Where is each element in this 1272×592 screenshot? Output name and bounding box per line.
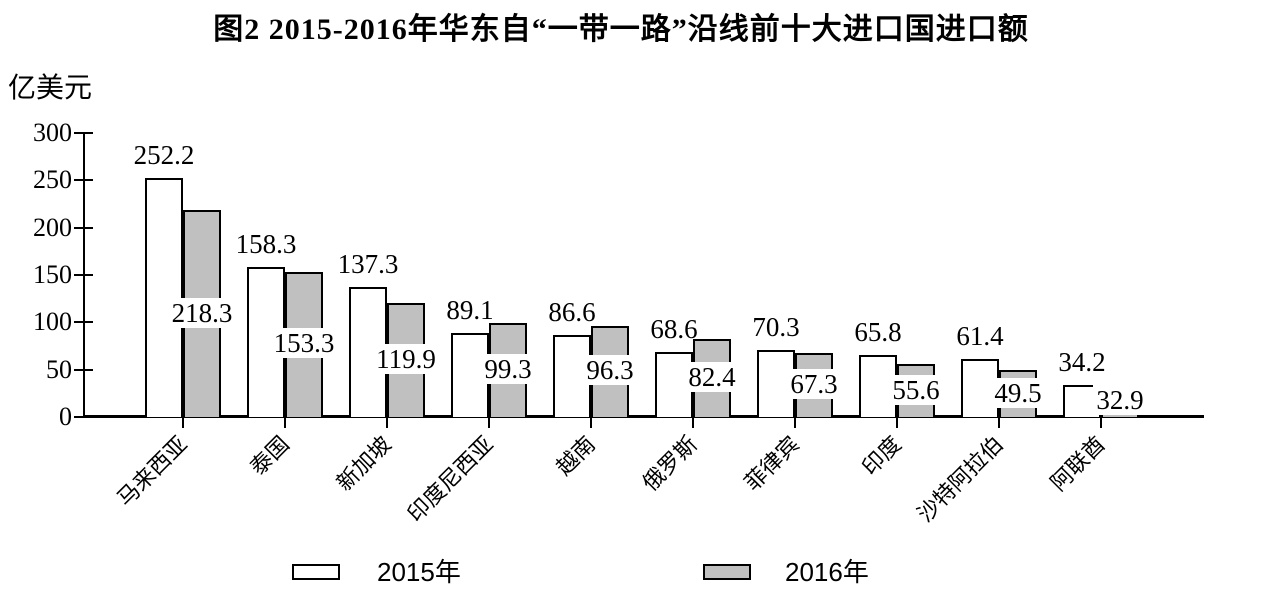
y-tick-mark bbox=[74, 226, 93, 229]
legend-swatch-2016 bbox=[703, 564, 751, 580]
y-tick-label: 50 bbox=[46, 354, 72, 384]
x-tick-mark bbox=[590, 417, 592, 428]
y-tick-label: 150 bbox=[33, 260, 72, 289]
bar-label-2016: 96.3 bbox=[560, 355, 660, 386]
bar-label-2015: 65.8 bbox=[854, 316, 902, 347]
y-tick-mark bbox=[74, 179, 93, 182]
x-tick-mark bbox=[182, 417, 184, 428]
bar-label-2016-text: 82.4 bbox=[685, 361, 739, 392]
bar-label-2015: 137.3 bbox=[337, 249, 399, 280]
y-axis-unit-label: 亿美元 bbox=[8, 73, 93, 104]
bar-label-2016: 32.9 bbox=[1070, 385, 1170, 416]
bar-label-2016-text: 32.9 bbox=[1093, 385, 1147, 416]
bar-label-2015: 68.6 bbox=[650, 314, 698, 345]
y-tick-mark bbox=[74, 416, 93, 418]
y-tick-label: 300 bbox=[33, 118, 72, 147]
bar-label-2016-text: 99.3 bbox=[481, 353, 535, 384]
y-tick-label: 250 bbox=[33, 165, 72, 195]
y-tick-mark bbox=[74, 132, 93, 134]
x-tick-mark bbox=[284, 417, 286, 428]
bar-label-2016: 119.9 bbox=[356, 344, 456, 375]
y-tick-label: 0 bbox=[59, 402, 72, 431]
y-tick-label: 200 bbox=[33, 212, 72, 242]
bar-label-2016-text: 67.3 bbox=[787, 369, 841, 400]
bar-label-2016-text: 55.6 bbox=[889, 374, 943, 405]
bar-label-2016: 99.3 bbox=[458, 353, 558, 384]
bar-label-2016: 153.3 bbox=[254, 328, 354, 359]
x-tick-mark bbox=[896, 417, 898, 428]
x-tick-mark bbox=[1100, 417, 1102, 428]
bar-label-2016: 218.3 bbox=[152, 297, 252, 328]
bar-label-2016: 55.6 bbox=[866, 374, 966, 405]
y-tick-mark bbox=[74, 368, 93, 371]
legend-label-2015: 2015年 bbox=[377, 557, 461, 587]
bar-label-2016-text: 218.3 bbox=[168, 297, 236, 328]
x-tick-mark bbox=[488, 417, 490, 428]
x-tick-mark bbox=[794, 417, 796, 428]
bar-2015 bbox=[145, 178, 183, 417]
x-tick-mark bbox=[692, 417, 694, 428]
x-axis-line bbox=[83, 415, 1204, 418]
bar-label-2016: 49.5 bbox=[968, 377, 1068, 408]
bar-label-2015: 70.3 bbox=[752, 312, 800, 343]
chart-title: 图2 2015-2016年华东自“一带一路”沿线前十大进口国进口额 bbox=[213, 13, 1029, 46]
x-tick-mark bbox=[386, 417, 388, 428]
legend-label-2016: 2016年 bbox=[785, 557, 869, 587]
bar-label-2015: 89.1 bbox=[446, 294, 494, 325]
bar-label-2015: 158.3 bbox=[235, 229, 297, 260]
bar-label-2015: 86.6 bbox=[548, 297, 596, 328]
y-tick-mark bbox=[74, 274, 93, 276]
bar-label-2016: 82.4 bbox=[662, 361, 762, 392]
bar-label-2016-text: 153.3 bbox=[270, 328, 338, 359]
legend-swatch-2015 bbox=[292, 564, 340, 580]
bar-label-2016: 67.3 bbox=[764, 369, 864, 400]
y-tick-label: 100 bbox=[33, 307, 72, 337]
bar-label-2015: 61.4 bbox=[956, 320, 1004, 351]
y-tick-mark bbox=[74, 321, 93, 324]
bar-label-2015: 34.2 bbox=[1058, 346, 1106, 377]
x-tick-mark bbox=[998, 417, 1000, 428]
bar-2015 bbox=[859, 354, 897, 417]
x-category-label: 阿联酋 bbox=[1045, 431, 1110, 496]
bar-label-2016-text: 96.3 bbox=[583, 355, 637, 386]
bar-label-2016-text: 49.5 bbox=[991, 377, 1045, 408]
bar-label-2015: 252.2 bbox=[133, 140, 195, 171]
bar-label-2016-text: 119.9 bbox=[373, 344, 439, 375]
